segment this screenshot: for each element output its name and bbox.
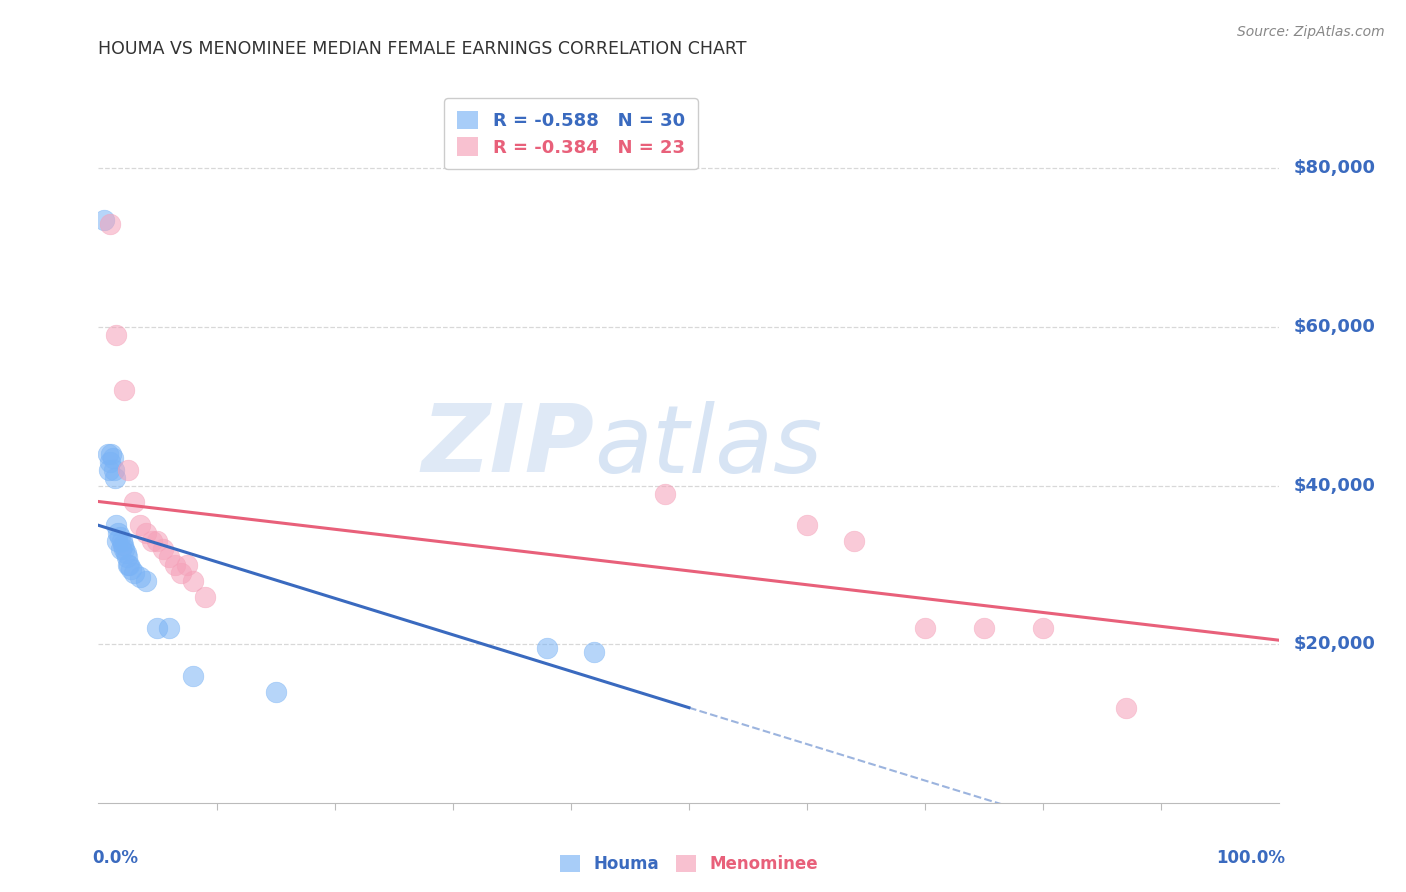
Point (914, 621, 936, 635)
Point (264, 685, 287, 699)
Point (98, 217, 121, 231)
Point (117, 558, 139, 572)
Point (101, 450, 124, 465)
Text: HOUMA VS MENOMINEE MEDIAN FEMALE EARNINGS CORRELATION CHART: HOUMA VS MENOMINEE MEDIAN FEMALE EARNING… (98, 40, 747, 58)
Text: $60,000: $60,000 (1294, 318, 1375, 336)
Point (100, 447, 122, 461)
Point (194, 590, 217, 604)
Point (111, 534, 134, 549)
Point (157, 621, 180, 635)
Text: 100.0%: 100.0% (1216, 849, 1285, 867)
Point (146, 534, 169, 549)
Point (152, 542, 174, 557)
Point (844, 534, 866, 549)
Text: ZIP: ZIP (422, 400, 595, 492)
Point (118, 558, 141, 572)
Point (583, 645, 606, 659)
Point (165, 558, 187, 572)
Point (112, 384, 135, 398)
Point (181, 669, 204, 683)
Point (135, 526, 157, 541)
Point (1115, 700, 1137, 714)
Point (112, 538, 135, 552)
Text: atlas: atlas (595, 401, 823, 491)
Point (105, 328, 128, 343)
Point (98, 455, 121, 469)
Point (176, 558, 198, 572)
Point (105, 534, 128, 549)
Point (654, 486, 676, 500)
Point (103, 463, 125, 477)
Text: $80,000: $80,000 (1294, 160, 1375, 178)
Point (135, 574, 157, 588)
Point (117, 463, 139, 477)
Point (536, 641, 558, 656)
Point (141, 534, 163, 549)
Point (973, 621, 995, 635)
Point (170, 566, 193, 580)
Point (93, 213, 115, 227)
Point (97, 447, 120, 461)
Point (1032, 621, 1054, 635)
Point (114, 546, 136, 560)
Point (121, 562, 143, 576)
Point (796, 518, 818, 533)
Point (128, 570, 150, 584)
Point (98, 463, 121, 477)
Text: 0.0%: 0.0% (93, 849, 139, 867)
Point (157, 549, 180, 564)
Point (105, 518, 128, 533)
Text: Source: ZipAtlas.com: Source: ZipAtlas.com (1237, 25, 1385, 39)
Point (104, 471, 127, 485)
Legend: Houma, Menominee: Houma, Menominee (554, 848, 824, 880)
Point (146, 621, 169, 635)
Text: $20,000: $20,000 (1294, 635, 1375, 653)
Point (107, 526, 129, 541)
Point (181, 574, 204, 588)
Text: $40,000: $40,000 (1294, 476, 1375, 495)
Point (122, 566, 145, 580)
Point (110, 542, 132, 557)
Point (112, 542, 135, 557)
Point (115, 549, 138, 564)
Point (128, 518, 150, 533)
Point (122, 494, 145, 508)
Point (108, 530, 131, 544)
